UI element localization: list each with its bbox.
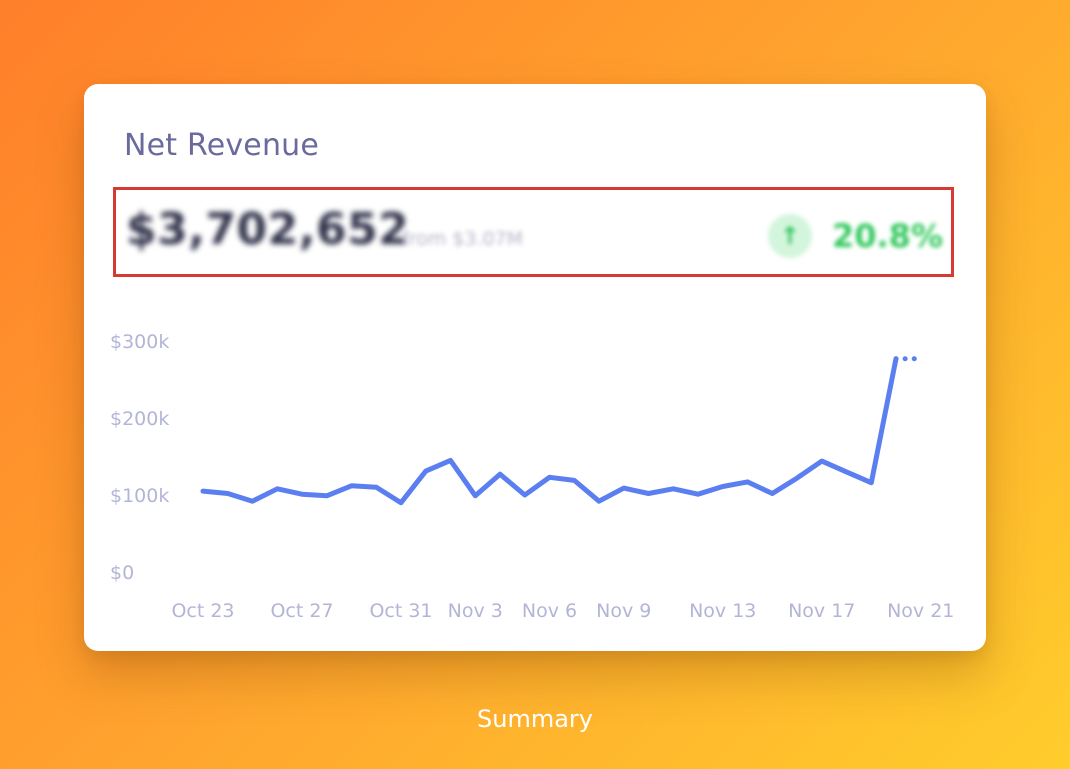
revenue-line-chart: $0 $100k $200k $300k Oct 23 Oct 27 Oct 31 Nov 3…: [110, 331, 954, 622]
card-title: Net Revenue: [124, 128, 320, 163]
y-tick-label: $100k: [110, 485, 169, 507]
x-tick-label: Nov 17: [788, 600, 855, 622]
x-tick-label: Oct 31: [369, 600, 432, 622]
x-tick-label: Nov 13: [689, 600, 756, 622]
y-tick-label: $200k: [110, 408, 169, 430]
x-tick-label: Nov 21: [887, 600, 954, 622]
x-tick-label: Nov 9: [596, 600, 651, 622]
caption: Summary: [477, 705, 593, 733]
comparison-text: from $3.07M: [402, 228, 524, 250]
change-percent: 20.8%: [831, 217, 943, 255]
kpi-highlight-box: $3,702,652 from $3.07M ↑ 20.8%: [113, 187, 954, 277]
revenue-amount: $3,702,652: [126, 204, 410, 255]
y-tick-label: $0: [110, 562, 134, 584]
x-tick-label: Oct 27: [270, 600, 333, 622]
arrow-up-icon: ↑: [767, 214, 812, 258]
series-line: [200, 356, 899, 506]
net-revenue-card: Net Revenue $3,702,652 from $3.07M ↑ 20.…: [84, 84, 986, 651]
y-tick-label: $300k: [110, 331, 169, 353]
x-tick-label: Oct 23: [171, 600, 234, 622]
x-tick-label: Nov 6: [522, 600, 577, 622]
x-tick-label: Nov 3: [448, 600, 503, 622]
change-indicator: ↑ 20.8%: [767, 214, 943, 258]
